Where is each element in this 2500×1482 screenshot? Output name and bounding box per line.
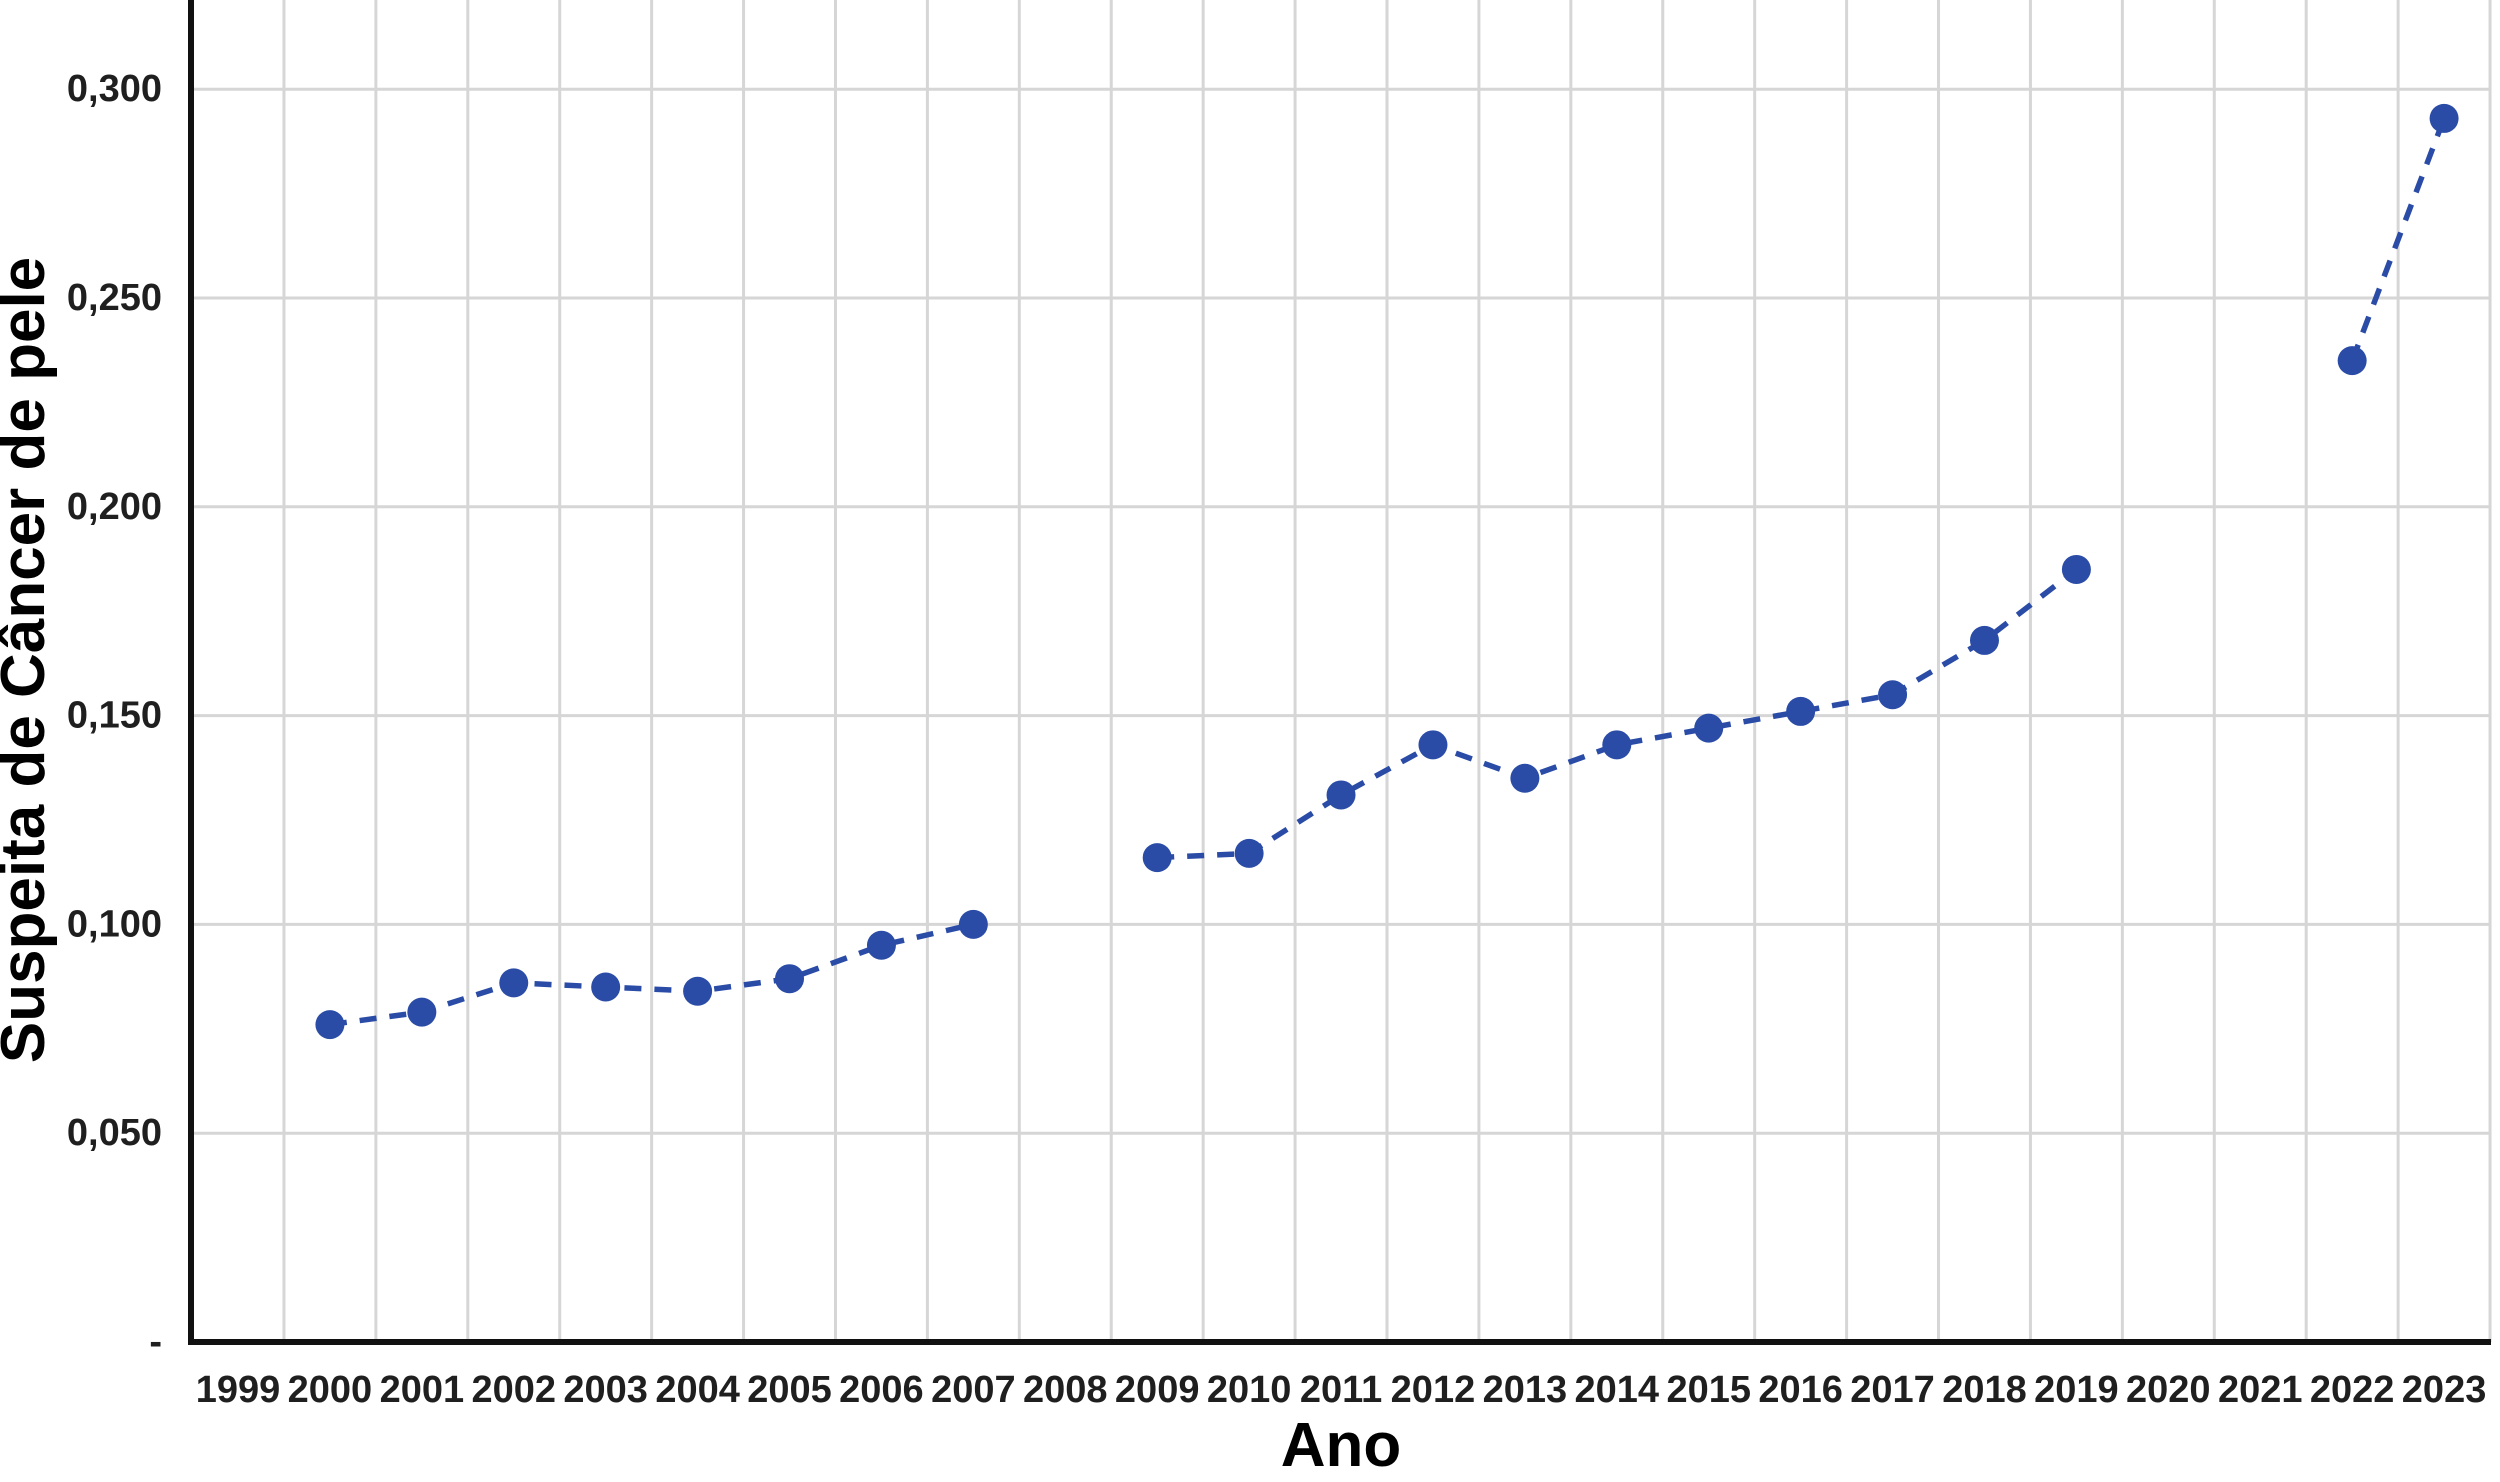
- data-point: [1234, 838, 1264, 868]
- data-point: [591, 972, 621, 1002]
- y-tick-label: 0,300: [67, 68, 162, 110]
- y-tick-label: 0,150: [67, 695, 162, 737]
- x-tick-label: 2011: [1300, 1369, 1382, 1411]
- data-point: [315, 1010, 345, 1040]
- y-tick-label: 0,200: [67, 486, 162, 528]
- data-point: [1878, 680, 1908, 710]
- data-point: [499, 968, 529, 998]
- x-tick-label: 2009: [1115, 1369, 1200, 1411]
- data-point: [1969, 625, 1999, 655]
- x-tick-label: 2005: [747, 1369, 832, 1411]
- x-tick-label: 2012: [1391, 1369, 1476, 1411]
- y-axis-title: Suspeita de Câncer de pele: [0, 257, 58, 1063]
- x-tick-label: 2006: [839, 1369, 924, 1411]
- x-tick-label: 2014: [1575, 1369, 1660, 1411]
- data-point: [775, 964, 805, 994]
- x-tick-label: 2015: [1666, 1369, 1751, 1411]
- y-tick-label: 0,050: [67, 1112, 162, 1154]
- data-point: [1326, 780, 1356, 810]
- data-point: [1694, 713, 1724, 743]
- data-point: [2429, 103, 2459, 133]
- data-point: [407, 997, 437, 1027]
- x-tick-label: 2016: [1758, 1369, 1843, 1411]
- x-tick-label: 2000: [288, 1369, 373, 1411]
- x-tick-label: 2017: [1850, 1369, 1935, 1411]
- data-point: [1418, 730, 1448, 760]
- x-tick-label: 2019: [2034, 1369, 2119, 1411]
- gridlines: [191, 0, 2492, 1342]
- series-line: [329, 921, 974, 1028]
- x-tick-label: 2002: [471, 1369, 556, 1411]
- y-tick-label: 0,100: [67, 903, 162, 945]
- data-point: [683, 976, 713, 1006]
- y-tick-label: -: [149, 1321, 162, 1363]
- data-point: [1786, 696, 1816, 726]
- series-line: [1157, 567, 2079, 861]
- x-tick-label: 2003: [563, 1369, 648, 1411]
- x-tick-label: 2023: [2402, 1369, 2487, 1411]
- y-tick-label: 0,250: [67, 277, 162, 319]
- x-tick-label: 2022: [2310, 1369, 2395, 1411]
- x-tick-label: 2004: [655, 1369, 740, 1411]
- x-tick-label: 2021: [2218, 1369, 2303, 1411]
- axes: [188, 0, 2491, 1345]
- data-point: [866, 930, 896, 960]
- data-point: [1602, 730, 1632, 760]
- x-tick-label: 2007: [931, 1369, 1016, 1411]
- data-point: [2061, 554, 2091, 584]
- data-point: [2337, 346, 2367, 376]
- x-tick-label: 1999: [196, 1369, 281, 1411]
- x-tick-label: 2013: [1483, 1369, 1568, 1411]
- data-series: [315, 103, 2459, 1040]
- x-tick-label: 2020: [2126, 1369, 2211, 1411]
- data-point: [958, 909, 988, 939]
- data-point: [1510, 763, 1540, 793]
- x-tick-label: 2018: [1942, 1369, 2027, 1411]
- x-tick-label: 2010: [1207, 1369, 1292, 1411]
- series-line: [2349, 117, 2447, 362]
- data-point: [1142, 843, 1172, 873]
- x-axis-title: Ano: [1281, 1411, 1402, 1480]
- x-tick-label: 2001: [380, 1369, 465, 1411]
- x-tick-label: 2008: [1023, 1369, 1108, 1411]
